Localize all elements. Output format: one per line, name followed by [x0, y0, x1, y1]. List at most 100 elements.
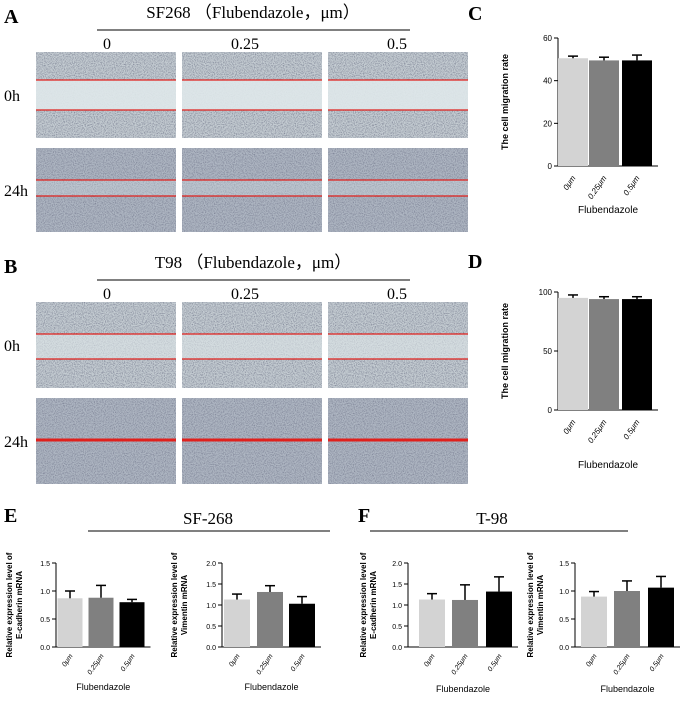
x-tick-label: 0μm — [61, 653, 75, 668]
bar — [622, 60, 652, 166]
column-label: 0.5 — [387, 286, 407, 303]
wound-gap — [36, 334, 176, 359]
y-tick-label: 1.0 — [559, 589, 569, 596]
panel-letter: C — [468, 3, 482, 25]
bar — [57, 598, 83, 647]
x-axis-label: Flubendazole — [436, 684, 490, 694]
column-label: 0 — [103, 36, 111, 53]
y-axis-label: The cell migration rate — [500, 54, 510, 150]
y-tick-label: 0 — [548, 162, 553, 171]
x-tick-label: 0.25μm — [451, 653, 470, 676]
bar — [558, 58, 588, 167]
bar — [648, 587, 674, 647]
panel-letter: A — [4, 6, 19, 28]
row-label: 24h — [4, 434, 28, 451]
y-tick-label: 100 — [539, 288, 553, 297]
panel-title: T98 （Flubendazole，μm） — [155, 253, 352, 272]
y-tick-label: 0 — [548, 406, 553, 415]
panel-letter: F — [358, 505, 370, 527]
y-tick-label: 0.5 — [206, 624, 216, 631]
row-label: 24h — [4, 183, 28, 200]
x-tick-label: 0.5μm — [290, 653, 307, 673]
y-tick-label: 50 — [543, 347, 552, 356]
x-axis-label: Flubendazole — [76, 682, 130, 692]
y-tick-label: 1.5 — [559, 561, 569, 568]
y-tick-label: 1.5 — [392, 582, 402, 589]
bar — [589, 299, 619, 410]
panel-letter: E — [4, 505, 17, 527]
wound-gap — [36, 80, 176, 110]
column-label: 0.25 — [231, 286, 259, 303]
panel-letter: B — [4, 256, 17, 278]
wound-gap — [182, 80, 322, 110]
y-axis-label: Relative expression level of — [5, 552, 14, 657]
bar — [622, 299, 652, 410]
micrograph — [328, 148, 468, 232]
bar — [289, 603, 315, 647]
group-title: SF-268 — [183, 509, 233, 528]
wound-gap — [328, 334, 468, 359]
x-tick-label: 0.25μm — [586, 174, 609, 201]
x-tick-label: 0.25μm — [256, 653, 275, 676]
row-label: 0h — [4, 338, 20, 355]
x-tick-label: 0.25μm — [613, 653, 632, 676]
x-axis-label: Flubendazole — [578, 460, 638, 471]
wound-gap — [182, 180, 322, 196]
y-tick-label: 0.0 — [559, 645, 569, 652]
y-tick-label: 2.0 — [206, 561, 216, 568]
bar — [452, 599, 478, 647]
bar — [257, 591, 283, 647]
y-tick-label: 1.5 — [206, 582, 216, 589]
y-axis-label: The cell migration rate — [500, 303, 510, 399]
wound-gap — [328, 80, 468, 110]
bar — [558, 297, 588, 410]
bar — [88, 597, 114, 647]
y-tick-label: 2.0 — [392, 561, 402, 568]
column-label: 0.5 — [387, 36, 407, 53]
row-label: 0h — [4, 88, 20, 105]
group-title: T-98 — [476, 509, 508, 528]
y-tick-label: 1.5 — [40, 561, 50, 568]
y-tick-label: 20 — [543, 119, 552, 128]
y-axis-label: E-cadherin mRNA — [15, 571, 24, 639]
y-tick-label: 0.0 — [206, 645, 216, 652]
y-axis-label: Relative expression level of — [526, 552, 535, 657]
x-axis-label: Flubendazole — [600, 684, 654, 694]
y-axis-label: Relative expression level of — [170, 552, 179, 657]
bar — [486, 591, 512, 647]
x-tick-label: 0.25μm — [586, 418, 609, 445]
x-tick-label: 0.5μm — [649, 653, 666, 673]
x-axis-label: Flubendazole — [578, 205, 638, 216]
wound-gap — [36, 180, 176, 196]
x-tick-label: 0.5μm — [622, 174, 642, 198]
wound-gap — [182, 334, 322, 359]
y-tick-label: 0.0 — [392, 645, 402, 652]
micrograph — [36, 148, 176, 232]
column-label: 0.25 — [231, 36, 259, 53]
panel-letter: D — [468, 251, 482, 273]
y-tick-label: 0.5 — [392, 624, 402, 631]
y-tick-label: 60 — [543, 34, 552, 43]
panel-title: SF268 （Flubendazole，μm） — [146, 3, 360, 22]
x-tick-label: 0μm — [228, 653, 242, 668]
y-axis-label: Vimentin mRNA — [536, 575, 545, 636]
y-axis-label: Relative expression level of — [359, 552, 368, 657]
y-tick-label: 0.0 — [40, 645, 50, 652]
x-tick-label: 0μm — [585, 653, 599, 668]
bar — [224, 599, 250, 647]
column-label: 0 — [103, 286, 111, 303]
x-tick-label: 0μm — [561, 418, 577, 436]
bar — [589, 60, 619, 166]
y-axis-label: Vimentin mRNA — [180, 575, 189, 636]
x-axis-label: Flubendazole — [244, 682, 298, 692]
x-tick-label: 0μm — [423, 653, 437, 668]
wound-gap — [328, 180, 468, 196]
y-tick-label: 1.0 — [40, 589, 50, 596]
y-tick-label: 40 — [543, 77, 552, 86]
y-tick-label: 0.5 — [40, 617, 50, 624]
y-tick-label: 0.5 — [559, 617, 569, 624]
x-tick-label: 0.5μm — [487, 653, 504, 673]
bar — [614, 591, 640, 647]
y-tick-label: 1.0 — [206, 603, 216, 610]
